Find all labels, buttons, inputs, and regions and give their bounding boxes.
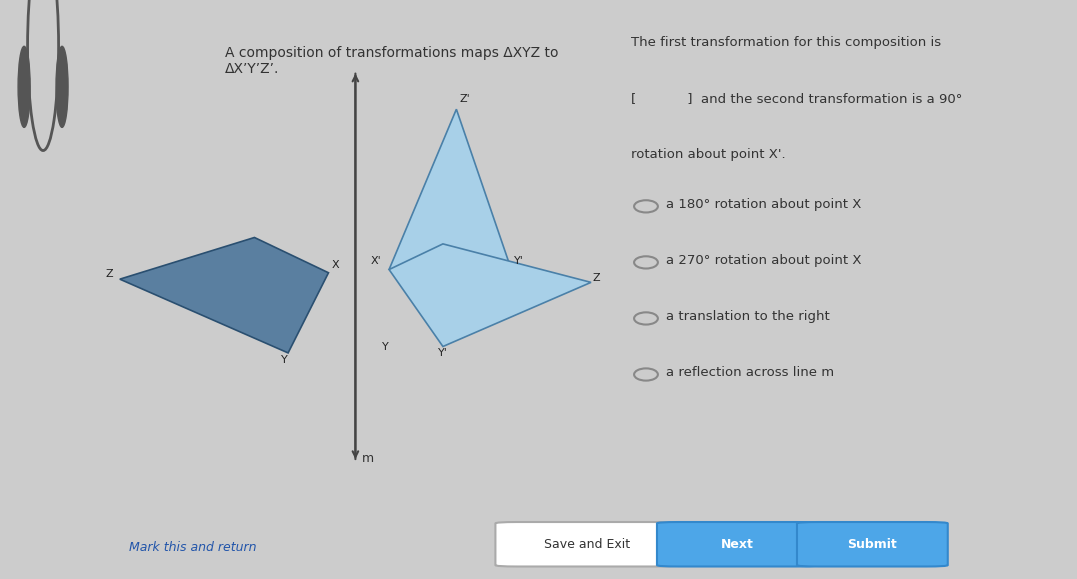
Text: Submit: Submit [848, 538, 897, 551]
Text: Y': Y' [514, 256, 523, 266]
Text: rotation about point X'.: rotation about point X'. [631, 148, 786, 161]
Text: Next: Next [722, 538, 754, 551]
Text: Y: Y [382, 342, 389, 351]
Text: X: X [332, 261, 339, 270]
Text: Mark this and return: Mark this and return [129, 541, 256, 554]
Text: Save and Exit: Save and Exit [544, 538, 630, 551]
Text: Y: Y [281, 354, 289, 365]
Text: [            ]  and the second transformation is a 90°: [ ] and the second transformation is a 9… [631, 91, 963, 105]
Text: a translation to the right: a translation to the right [666, 310, 829, 324]
Text: a reflection across line m: a reflection across line m [666, 367, 834, 379]
FancyBboxPatch shape [495, 522, 679, 566]
Polygon shape [389, 109, 510, 270]
Text: Z: Z [106, 269, 113, 279]
Text: Y': Y' [438, 348, 448, 358]
Text: The first transformation for this composition is: The first transformation for this compos… [631, 36, 941, 49]
FancyBboxPatch shape [797, 522, 948, 566]
Circle shape [56, 46, 68, 127]
Text: a 180° rotation about point X: a 180° rotation about point X [666, 199, 862, 211]
Circle shape [18, 46, 30, 127]
Polygon shape [389, 244, 591, 346]
Text: X': X' [370, 256, 381, 266]
Text: Z': Z' [460, 94, 471, 104]
Text: Z: Z [592, 273, 600, 283]
Text: a 270° rotation about point X: a 270° rotation about point X [666, 254, 862, 267]
Text: m: m [362, 452, 375, 465]
FancyBboxPatch shape [657, 522, 819, 566]
Polygon shape [120, 237, 328, 353]
Text: A composition of transformations maps ΔXYZ to
ΔX’Y’Z’.: A composition of transformations maps ΔX… [225, 46, 558, 76]
